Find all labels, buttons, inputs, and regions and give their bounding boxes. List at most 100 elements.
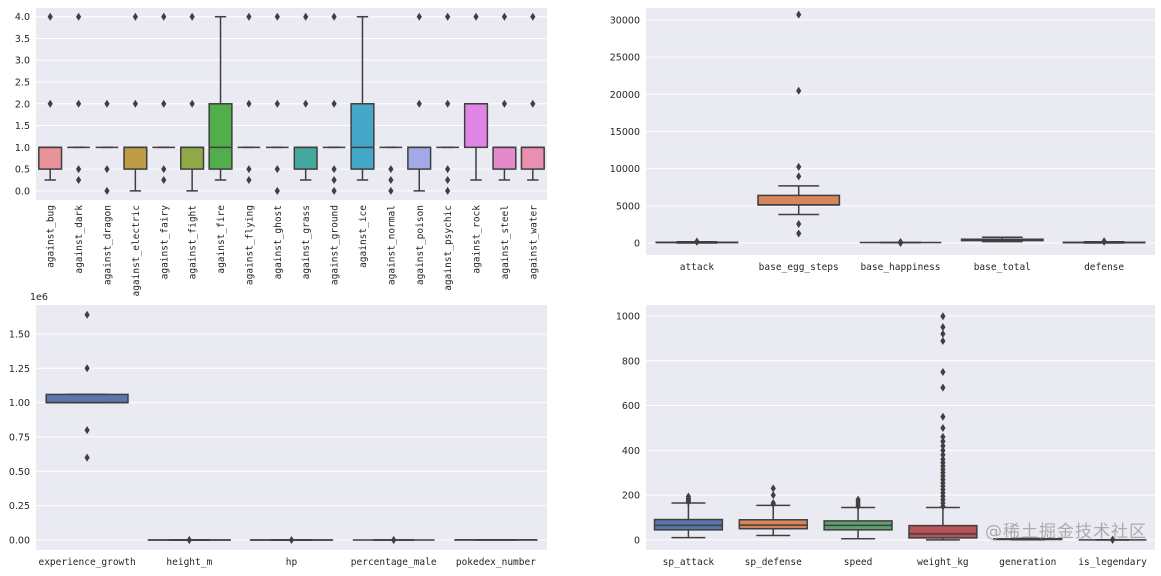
flier-point xyxy=(331,175,337,184)
box-against_fight xyxy=(180,12,205,192)
box-defense xyxy=(1062,237,1146,246)
plot-area xyxy=(646,305,1155,550)
y-tick-label: 0.50 xyxy=(9,467,30,478)
y-tick-label: 0 xyxy=(634,535,640,546)
y-tick-label: 800 xyxy=(622,356,640,367)
x-tick-label: against_steel xyxy=(500,205,511,279)
y-tick-label: 200 xyxy=(622,491,640,502)
flier-point xyxy=(388,186,394,195)
y-tick-label: 0.00 xyxy=(9,535,30,546)
x-tick-label: against_water xyxy=(528,205,539,280)
flier-point xyxy=(132,12,138,21)
flier-point xyxy=(685,492,692,501)
x-tick-label: base_total xyxy=(974,262,1031,273)
box-against_flying xyxy=(237,12,261,184)
box-base_total xyxy=(960,236,1044,243)
flier-point xyxy=(694,237,700,246)
x-tick-label: height_m xyxy=(166,557,212,568)
flier-point xyxy=(331,165,337,174)
flier-point xyxy=(940,367,946,376)
flier-point xyxy=(84,453,90,462)
flier-point xyxy=(47,12,53,21)
x-tick-label: against_rock xyxy=(472,205,483,274)
box-base_happiness xyxy=(859,237,942,247)
y-tick-label: 5000 xyxy=(616,201,640,212)
flier-point xyxy=(530,99,536,108)
flier-point xyxy=(75,12,82,21)
y-tick-label: 600 xyxy=(622,401,640,412)
y-tick-label: 15000 xyxy=(610,127,640,138)
flier-point xyxy=(75,165,82,174)
y-tick-label: 2.5 xyxy=(15,78,30,89)
flier-point xyxy=(274,165,280,174)
flier-point xyxy=(770,484,776,493)
flier-point xyxy=(274,186,280,195)
box-against_steel xyxy=(492,12,517,181)
flier-point xyxy=(246,12,252,21)
box-is_legendary xyxy=(1078,535,1147,544)
flier-point xyxy=(189,99,195,108)
subplot-special: 0 200 400 600 800 1000 sp_attack sp_defense spee… xyxy=(616,305,1155,568)
flier-point xyxy=(104,99,110,108)
y-tick-label: 2.0 xyxy=(15,99,30,110)
box-against_ice xyxy=(350,15,375,181)
box xyxy=(123,146,148,170)
flier-point xyxy=(303,99,309,108)
x-tick-label: is_legendary xyxy=(1078,557,1147,568)
y-tick-label: 3.0 xyxy=(15,56,30,67)
flier-point xyxy=(940,383,946,392)
y-tick-label: 25000 xyxy=(610,53,640,64)
flier-point xyxy=(940,432,946,441)
box-against_dark xyxy=(67,12,90,184)
flier-point xyxy=(331,186,337,195)
box-against_dragon xyxy=(95,99,119,195)
box-percentage_male xyxy=(352,535,435,544)
y-tick-label: 1.00 xyxy=(9,398,30,409)
box xyxy=(38,146,63,170)
x-tick-label: against_grass xyxy=(301,205,312,279)
flier-point xyxy=(132,99,138,108)
flier-point xyxy=(416,12,422,21)
x-tick-label: against_poison xyxy=(415,205,426,285)
y-tick-label: 0.5 xyxy=(15,165,30,176)
box-against_poison xyxy=(407,12,432,192)
box-against_water xyxy=(520,12,545,181)
flier-point xyxy=(161,99,167,108)
box-sp_attack xyxy=(653,492,724,539)
flier-point xyxy=(246,99,252,108)
box xyxy=(492,146,517,170)
flier-point xyxy=(796,86,802,95)
watermark: @稀土掘金技术社区 xyxy=(985,522,1147,542)
box-against_ground xyxy=(322,12,346,195)
x-tick-label: against_dark xyxy=(74,205,85,274)
box-against_rock xyxy=(463,12,489,181)
box-sp_defense xyxy=(738,484,808,537)
box xyxy=(350,103,375,170)
box-experience_growth xyxy=(45,310,129,462)
box-against_bug xyxy=(38,12,63,181)
x-tick-label: base_egg_steps xyxy=(759,262,839,273)
box xyxy=(520,146,545,170)
flier-point xyxy=(75,175,82,184)
flier-point xyxy=(84,310,90,319)
flier-point xyxy=(855,495,861,504)
x-tick-label: attack xyxy=(680,262,715,273)
y-tick-label: 10000 xyxy=(610,164,640,175)
y-tick-label: 400 xyxy=(622,446,640,457)
box-height_m xyxy=(147,535,231,544)
y-tick-label: 20000 xyxy=(610,90,640,101)
box-against_electric xyxy=(123,12,148,192)
y-tick-label: 0 xyxy=(634,238,640,249)
x-tick-label: against_flying xyxy=(244,205,255,285)
flier-point xyxy=(388,165,394,174)
flier-point xyxy=(274,99,280,108)
x-tick-label: against_ghost xyxy=(273,205,284,279)
flier-point xyxy=(331,12,337,21)
x-tick-label: base_happiness xyxy=(860,262,940,273)
flier-point xyxy=(940,441,946,450)
box xyxy=(180,146,205,170)
x-tick-label: generation xyxy=(999,557,1056,568)
flier-point xyxy=(445,12,451,21)
flier-point xyxy=(770,498,776,507)
flier-point xyxy=(940,450,946,459)
